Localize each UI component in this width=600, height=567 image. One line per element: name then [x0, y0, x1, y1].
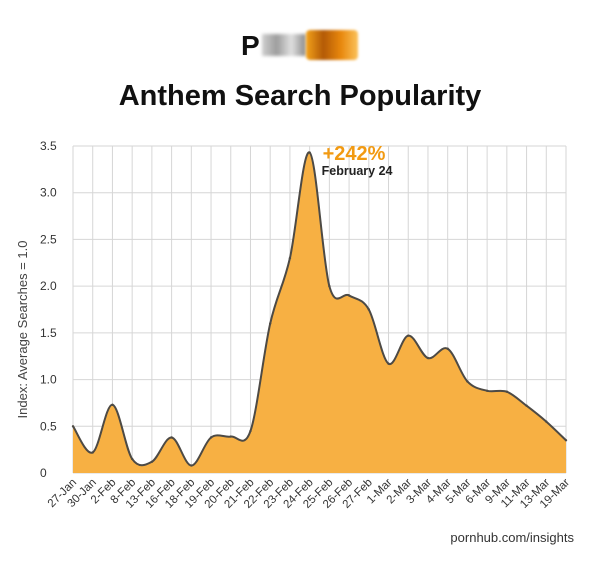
data-point [328, 284, 331, 288]
logo-blurred-text [262, 34, 306, 56]
data-point [545, 420, 548, 423]
data-point [466, 380, 469, 383]
data-point [130, 457, 134, 461]
area-fill [73, 152, 566, 473]
source-credit: pornhub.com/insights [450, 530, 574, 545]
brand-logo: P [0, 28, 600, 62]
data-point [525, 404, 528, 407]
data-point [407, 334, 410, 337]
data-point [367, 308, 370, 311]
data-point [387, 362, 390, 365]
data-point [485, 389, 489, 392]
data-point [249, 429, 252, 433]
data-point [209, 436, 213, 439]
logo-blurred-badge [306, 30, 358, 60]
logo-letter: P [241, 30, 260, 61]
y-tick-label: 3.0 [40, 186, 57, 200]
y-tick-label: 2.0 [40, 279, 57, 293]
y-tick-label: 3.5 [40, 139, 57, 153]
y-tick-label: 2.5 [40, 232, 57, 246]
data-point [190, 464, 193, 467]
data-point [446, 347, 449, 350]
data-point [91, 451, 94, 454]
chart-title: Anthem Search Popularity [118, 80, 482, 112]
y-tick-label: 1.5 [40, 326, 57, 340]
series-line [72, 151, 567, 467]
annotation-label: February 24 [322, 164, 393, 178]
data-point [111, 403, 114, 406]
data-point [564, 439, 568, 442]
annotation-value: +242% [323, 143, 386, 165]
data-point [426, 356, 430, 360]
data-point [505, 390, 509, 393]
data-point [71, 425, 75, 428]
data-point [170, 436, 173, 439]
data-point [288, 256, 292, 260]
y-tick-label: 0.5 [40, 419, 57, 433]
data-point [347, 294, 351, 297]
data-point [150, 460, 154, 463]
y-tick-label: 0 [40, 466, 47, 480]
data-point [308, 151, 311, 154]
data-point [269, 322, 272, 325]
y-axis-label: Index: Average Searches = 1.0 [15, 241, 30, 419]
y-tick-label: 1.0 [40, 373, 57, 387]
data-point [229, 435, 232, 438]
